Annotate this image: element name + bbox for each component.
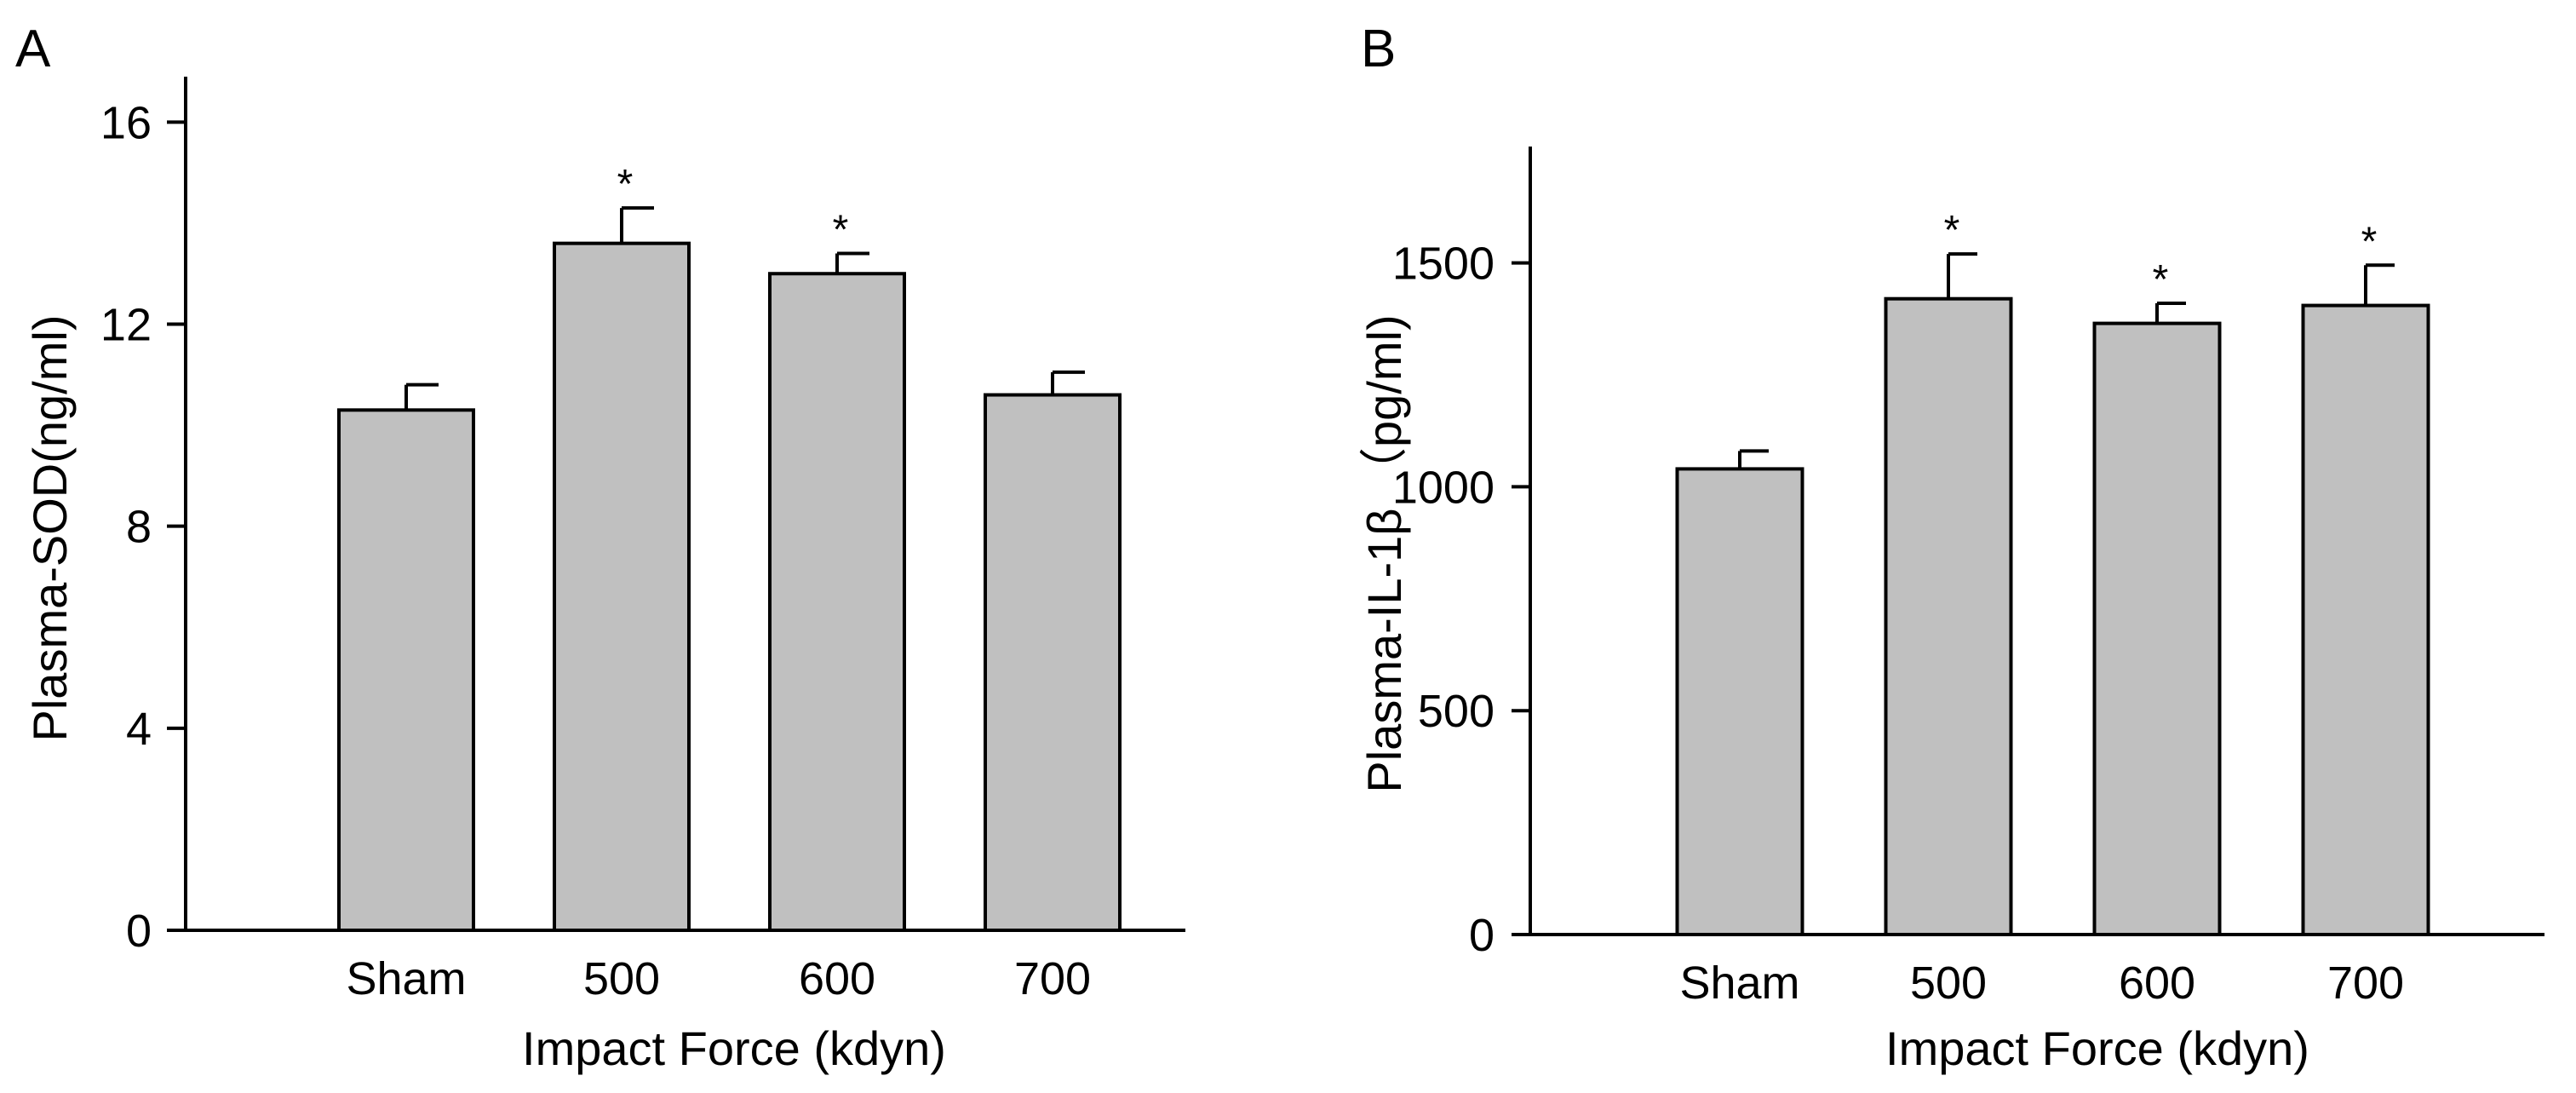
- panel-b-significance-star-2: *: [2153, 257, 2169, 302]
- panel-a-error-bars: [404, 206, 1085, 411]
- panel-b-y-ticks: 0 500 1000 1500: [1392, 239, 1530, 961]
- panel-b-x-label-0: Sham: [1679, 958, 1799, 1009]
- panel-b-y-tick-label-2: 1000: [1392, 462, 1495, 513]
- panel-b: B * * * 0 500 1000 1500 Sham 500 600 700 Impact …: [1357, 20, 2544, 1075]
- panel-a-bar-2: [768, 272, 906, 932]
- panel-a-y-tick-label-4: 16: [100, 97, 152, 148]
- panel-b-significance-star-3: *: [2361, 219, 2378, 264]
- panel-a-y-tick-label-2: 8: [126, 502, 152, 553]
- panel-b-y-tick-label-3: 1500: [1392, 239, 1495, 290]
- panel-b-significance: * * *: [1944, 208, 2378, 302]
- panel-a-bars: [337, 241, 1122, 933]
- panel-a-y-ticks: 0 4 8 12 16: [100, 97, 186, 957]
- panel-b-y-tick-label-1: 500: [1418, 686, 1495, 737]
- panel-b-y-axis-title: Plasma-IL-1β （pg/ml): [1357, 314, 1411, 792]
- panel-a-y-tick-label-0: 0: [126, 906, 152, 957]
- panel-b-error-bars: [1738, 252, 2395, 469]
- panel-a-significance-star-2: *: [833, 208, 849, 253]
- panel-a-significance: **: [617, 162, 849, 252]
- panel-a-significance-star-1: *: [617, 162, 634, 207]
- panel-b-significance-star-1: *: [1944, 208, 1960, 253]
- panel-b-bar-1: [1884, 296, 2013, 936]
- panel-a-x-label-2: 600: [799, 953, 875, 1004]
- panel-b-y-tick-label-0: 0: [1469, 910, 1495, 961]
- panel-a-x-axis-title: Impact Force (kdyn): [522, 1021, 946, 1075]
- panel-b-x-categories: Sham 500 600 700: [1679, 958, 2404, 1009]
- panel-b-bar-3: [2301, 303, 2430, 936]
- panel-a-bar-3: [984, 393, 1122, 933]
- panel-a-letter: A: [15, 20, 51, 78]
- panel-b-bars: [1675, 296, 2430, 936]
- panel-b-bar-2: [2092, 321, 2222, 936]
- panel-a-y-tick-label-1: 4: [126, 704, 152, 755]
- panel-b-x-label-1: 500: [1910, 958, 1987, 1009]
- panel-b-bar-0: [1675, 467, 1804, 936]
- panel-a-x-label-1: 500: [583, 953, 660, 1004]
- panel-b-letter: B: [1361, 20, 1396, 78]
- panel-b-x-axis-title: Impact Force (kdyn): [1885, 1021, 2309, 1075]
- panel-a-x-label-3: 700: [1014, 953, 1091, 1004]
- panel-a-y-tick-label-3: 12: [100, 300, 152, 351]
- panel-a-bar-1: [553, 241, 691, 932]
- panel-a-bar-0: [337, 408, 475, 932]
- panel-b-x-label-2: 600: [2119, 958, 2195, 1009]
- panel-a-x-categories: Sham 500 600 700: [346, 953, 1091, 1004]
- panel-a-y-axis-title: Plasma-SOD(ng/ml): [23, 315, 77, 742]
- panel-a-x-label-0: Sham: [346, 953, 466, 1004]
- panel-b-x-label-3: 700: [2327, 958, 2404, 1009]
